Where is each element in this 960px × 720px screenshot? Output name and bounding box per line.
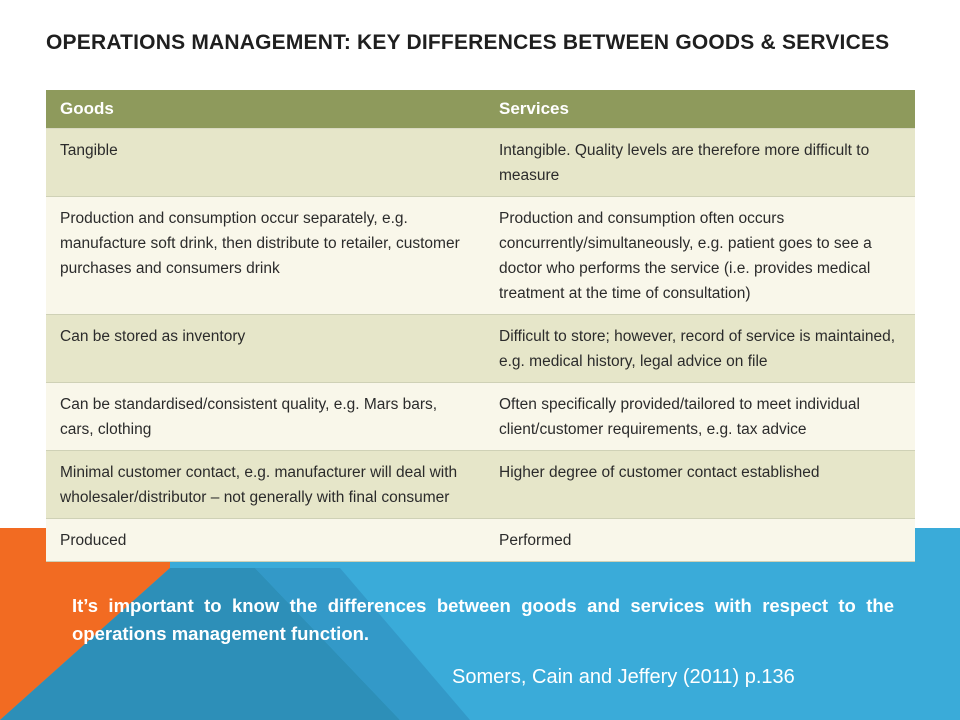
- table-row: Can be stored as inventory Difficult to …: [46, 314, 915, 383]
- services-cell: Higher degree of customer contact establ…: [485, 450, 915, 519]
- goods-cell: Can be stored as inventory: [46, 314, 485, 383]
- goods-cell: Tangible: [46, 128, 485, 197]
- goods-cell: Minimal customer contact, e.g. manufactu…: [46, 450, 485, 519]
- summary-note: It’s important to know the differences b…: [72, 595, 894, 644]
- table-row: Production and consumption occur separat…: [46, 196, 915, 315]
- header-services: Services: [485, 90, 915, 129]
- table-row: Minimal customer contact, e.g. manufactu…: [46, 450, 915, 519]
- table-header-row: Goods Services: [46, 90, 915, 129]
- goods-cell: Production and consumption occur separat…: [46, 196, 485, 315]
- table-row: Produced Performed: [46, 518, 915, 562]
- page-title: OPERATIONS MANAGEMENT: KEY DIFFERENCES B…: [46, 31, 890, 54]
- goods-cell: Produced: [46, 518, 485, 562]
- header-goods: Goods: [46, 90, 485, 129]
- goods-cell: Can be standardised/consistent quality, …: [46, 382, 485, 451]
- services-cell: Production and consumption often occurs …: [485, 196, 915, 315]
- services-cell: Intangible. Quality levels are therefore…: [485, 128, 915, 197]
- table-row: Tangible Intangible. Quality levels are …: [46, 128, 915, 197]
- table-row: Can be standardised/consistent quality, …: [46, 382, 915, 451]
- services-cell: Performed: [485, 518, 915, 562]
- services-cell: Often specifically provided/tailored to …: [485, 382, 915, 451]
- comparison-table: Goods Services Tangible Intangible. Qual…: [46, 90, 915, 562]
- citation: Somers, Cain and Jeffery (2011) p.136: [452, 666, 795, 688]
- services-cell: Difficult to store; however, record of s…: [485, 314, 915, 383]
